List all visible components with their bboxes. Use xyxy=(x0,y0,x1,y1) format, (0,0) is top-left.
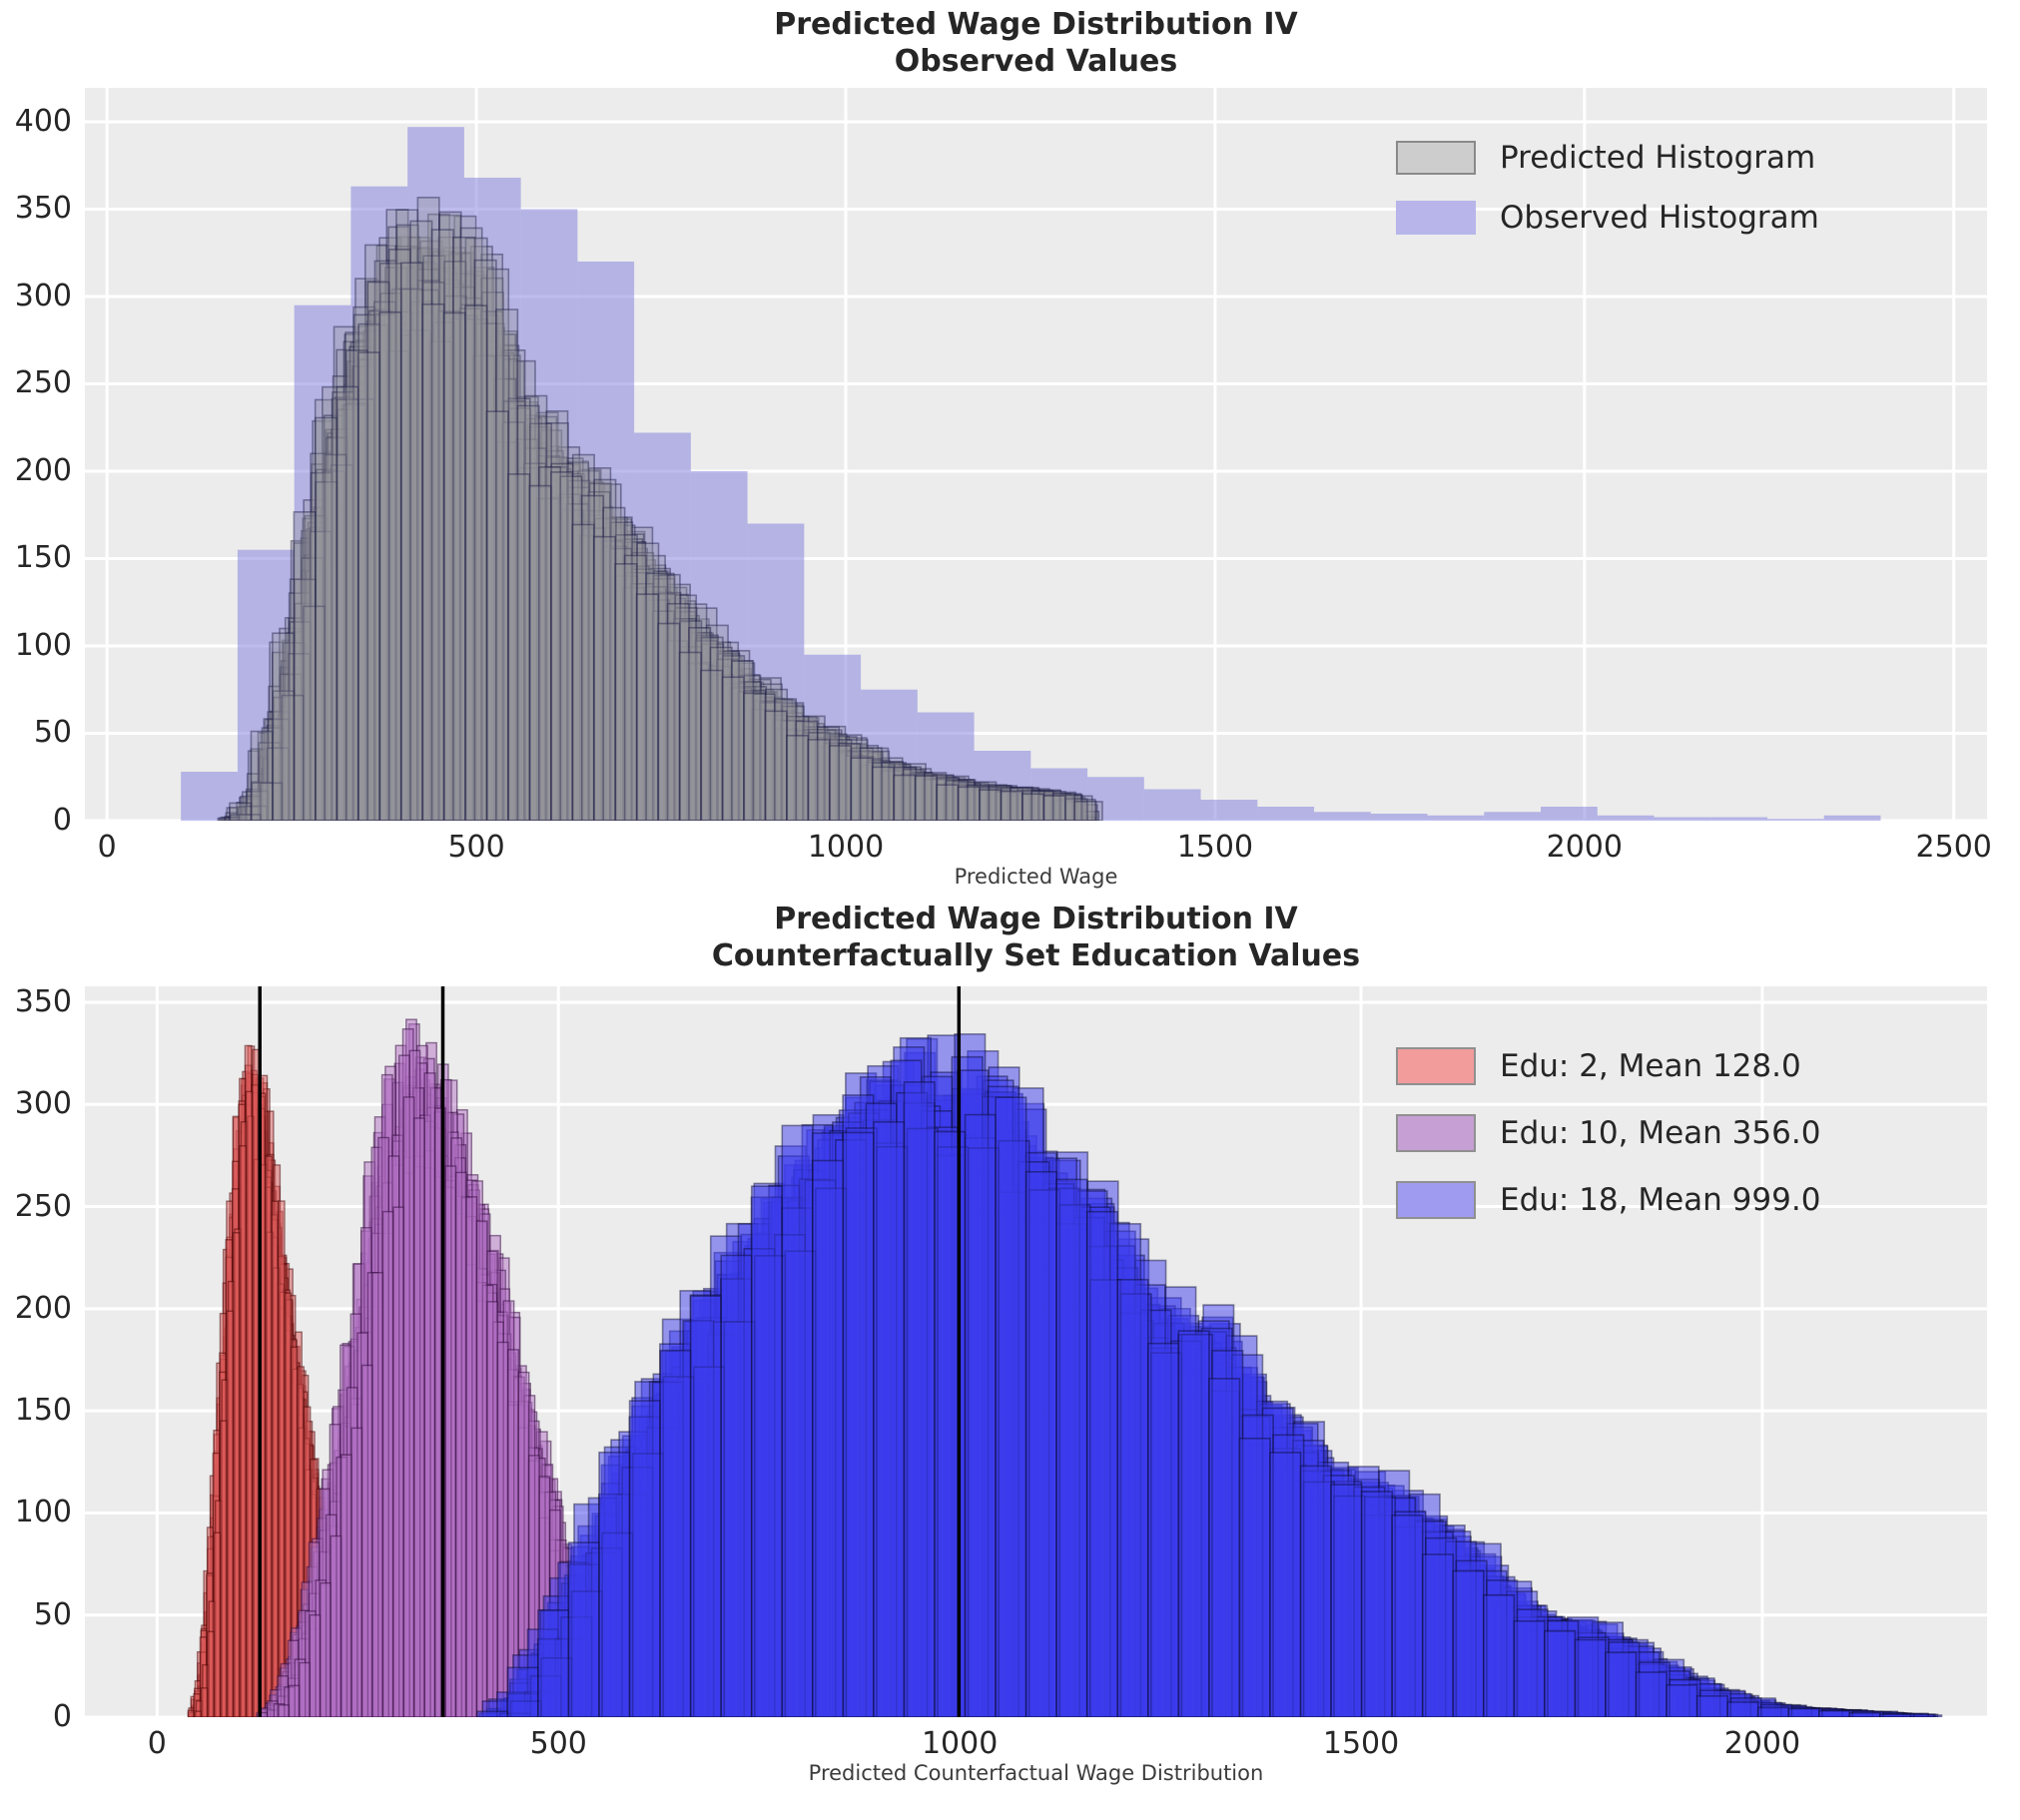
y-tick-label: 250 xyxy=(14,365,72,401)
legend-swatch-observed-histogram xyxy=(1396,201,1476,235)
chart2-title-line1: Predicted Wage Distribution IV xyxy=(774,902,1298,936)
chart1-histogram-svg xyxy=(85,88,1987,821)
x-tick-label: 0 xyxy=(97,830,117,865)
legend-item-predicted: Predicted Histogram xyxy=(1396,128,1819,188)
chart2-legend: Edu: 2, Mean 128.0 Edu: 10, Mean 356.0 E… xyxy=(1396,1032,1820,1233)
x-tick-label: 2500 xyxy=(1915,830,1992,865)
y-tick-label: 400 xyxy=(14,103,72,139)
y-tick-label: 0 xyxy=(52,803,72,838)
chart2-title-line2: Counterfactually Set Education Values xyxy=(711,938,1361,973)
legend-item-edu18: Edu: 18, Mean 999.0 xyxy=(1396,1166,1820,1233)
y-tick-label: 0 xyxy=(52,1699,72,1734)
y-tick-label: 250 xyxy=(14,1188,72,1224)
legend-item-observed: Observed Histogram xyxy=(1396,188,1819,248)
x-tick-label: 0 xyxy=(147,1726,167,1761)
chart1-title: Predicted Wage Distribution IV Observed … xyxy=(85,6,1987,80)
chart2-xaxis-label: Predicted Counterfactual Wage Distributi… xyxy=(808,1761,1264,1785)
x-tick-label: 500 xyxy=(447,830,505,865)
legend-swatch-edu-10 xyxy=(1396,1113,1476,1152)
chart1-legend: Predicted Histogram Observed Histogram xyxy=(1396,128,1819,248)
chart1-title-line2: Observed Values xyxy=(894,44,1178,79)
legend-item-edu10: Edu: 10, Mean 356.0 xyxy=(1396,1099,1820,1166)
y-tick-label: 300 xyxy=(14,1086,72,1122)
chart1-title-line1: Predicted Wage Distribution IV xyxy=(774,7,1298,42)
x-tick-label: 1000 xyxy=(807,830,885,865)
y-tick-label: 300 xyxy=(14,278,72,313)
y-tick-label: 200 xyxy=(14,1290,72,1326)
x-tick-label: 1000 xyxy=(921,1726,999,1761)
legend-swatch-edu-18 xyxy=(1396,1180,1476,1219)
y-tick-label: 150 xyxy=(14,1393,72,1429)
x-tick-label: 2000 xyxy=(1546,830,1623,865)
y-tick-label: 50 xyxy=(33,715,72,751)
x-tick-label: 500 xyxy=(529,1726,587,1761)
chart1-plot-area xyxy=(85,88,1987,821)
x-tick-label: 1500 xyxy=(1322,1726,1400,1761)
x-tick-label: 1500 xyxy=(1176,830,1254,865)
chart2-title: Predicted Wage Distribution IV Counterfa… xyxy=(85,901,1987,974)
legend-item-edu2: Edu: 2, Mean 128.0 xyxy=(1396,1032,1820,1099)
legend-label-edu-18: Edu: 18, Mean 999.0 xyxy=(1500,1181,1821,1218)
legend-swatch-predicted-histogram xyxy=(1396,141,1476,175)
legend-label-edu-10: Edu: 10, Mean 356.0 xyxy=(1500,1114,1821,1151)
x-tick-label: 2000 xyxy=(1723,1726,1801,1761)
legend-label-edu-2: Edu: 2, Mean 128.0 xyxy=(1500,1047,1801,1084)
y-tick-label: 350 xyxy=(14,983,72,1019)
y-tick-label: 150 xyxy=(14,540,72,576)
legend-label-predicted-histogram: Predicted Histogram xyxy=(1500,140,1816,176)
legend-label-observed-histogram: Observed Histogram xyxy=(1500,200,1819,236)
y-tick-label: 200 xyxy=(14,452,72,488)
y-tick-label: 50 xyxy=(33,1596,72,1632)
y-tick-label: 100 xyxy=(14,627,72,663)
legend-swatch-edu-2 xyxy=(1396,1046,1476,1085)
y-tick-label: 350 xyxy=(14,191,72,227)
y-tick-label: 100 xyxy=(14,1495,72,1530)
chart1-xaxis-label: Predicted Wage xyxy=(954,865,1118,889)
